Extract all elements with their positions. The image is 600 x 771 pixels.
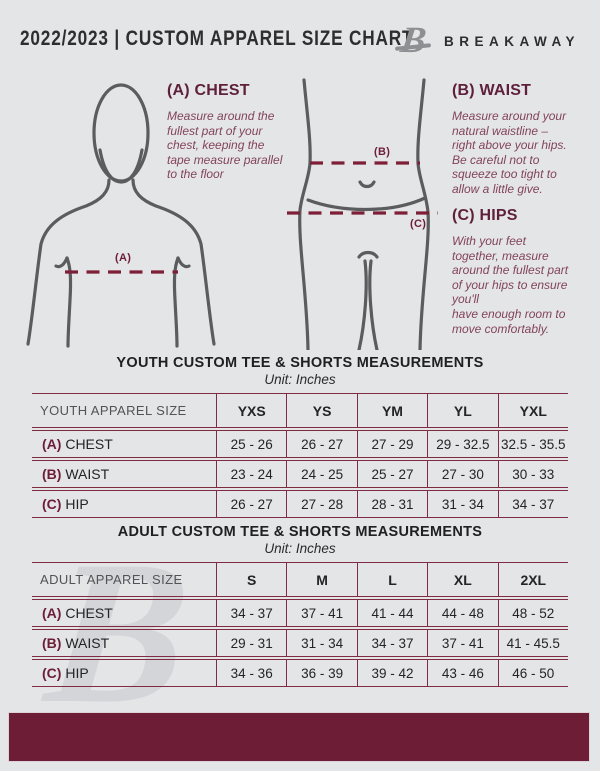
- waist-guide: (B) WAIST Measure around your natural wa…: [452, 82, 584, 197]
- youth-header-row: YOUTH APPAREL SIZE YXS YS YM YL YXL: [32, 393, 568, 428]
- row-label-prefix: (A): [42, 605, 62, 621]
- waist-description: Measure around your natural waistline – …: [452, 109, 567, 196]
- size-cell: 34 - 37: [356, 629, 428, 657]
- row-label: (C) HIP: [32, 659, 216, 687]
- lower-body-figure: [287, 78, 438, 350]
- hips-guide: (C) HIPS With your feet together, measur…: [452, 207, 584, 336]
- waist-heading: (B) WAIST: [452, 82, 532, 99]
- size-header: L: [356, 562, 428, 597]
- chest-heading: (A) CHEST: [167, 82, 250, 99]
- table-row: (B) WAIST 23 - 24 24 - 25 25 - 27 27 - 3…: [32, 460, 568, 488]
- adult-table-title: ADULT CUSTOM TEE & SHORTS MEASUREMENTS: [117, 524, 483, 540]
- adult-size-table: ADULT APPAREL SIZE S M L XL 2XL (A) CHES…: [32, 560, 568, 689]
- footer-bar: [8, 712, 590, 762]
- hips-heading: (C) HIPS: [452, 207, 518, 224]
- row-label-prefix: (A): [42, 436, 62, 452]
- waist-marker-label: (B): [374, 146, 391, 158]
- youth-size-table: YOUTH APPAREL SIZE YXS YS YM YL YXL (A) …: [32, 391, 568, 520]
- chest-description: Measure around the fullest part of your …: [167, 109, 283, 182]
- size-cell: 34 - 37: [216, 599, 287, 627]
- size-cell: 24 - 25: [286, 460, 357, 488]
- row-label: (A) CHEST: [32, 599, 216, 627]
- size-header: M: [286, 562, 357, 597]
- youth-label-header: YOUTH APPAREL SIZE: [32, 393, 216, 428]
- size-cell: 28 - 31: [356, 490, 428, 518]
- size-cell: 34 - 37: [497, 490, 568, 518]
- brand-name: BREAKAWAY: [443, 33, 580, 49]
- table-row: (C) HIP 34 - 36 36 - 39 39 - 42 43 - 46 …: [32, 659, 568, 687]
- size-header: YM: [356, 393, 428, 428]
- size-cell: 48 - 52: [497, 599, 568, 627]
- page-title: 2022/2023 | CUSTOM APPAREL SIZE CHART: [20, 27, 414, 50]
- row-label-text: WAIST: [65, 466, 110, 482]
- row-label: (B) WAIST: [32, 460, 216, 488]
- chest-guide: (A) CHEST Measure around the fullest par…: [167, 82, 299, 182]
- size-header: XL: [427, 562, 498, 597]
- size-cell: 31 - 34: [286, 629, 357, 657]
- youth-table-subtitle: Unit: Inches: [264, 372, 336, 387]
- row-label-prefix: (B): [42, 466, 62, 482]
- size-cell: 30 - 33: [497, 460, 568, 488]
- breakaway-logo-icon: B: [394, 20, 433, 61]
- size-cell: 43 - 46: [427, 659, 498, 687]
- size-cell: 36 - 39: [286, 659, 357, 687]
- size-cell: 29 - 31: [216, 629, 287, 657]
- table-row: (C) HIP 26 - 27 27 - 28 28 - 31 31 - 34 …: [32, 490, 568, 518]
- size-cell: 23 - 24: [216, 460, 287, 488]
- size-header: YL: [427, 393, 498, 428]
- size-cell: 26 - 27: [216, 490, 287, 518]
- size-cell: 41 - 45.5: [497, 629, 568, 657]
- size-cell: 46 - 50: [497, 659, 568, 687]
- row-label-prefix: (C): [42, 665, 62, 681]
- size-cell: 44 - 48: [427, 599, 498, 627]
- size-cell: 27 - 28: [286, 490, 357, 518]
- adult-header-row: ADULT APPAREL SIZE S M L XL 2XL: [32, 562, 568, 597]
- row-label: (C) HIP: [32, 490, 216, 518]
- row-label-prefix: (B): [42, 635, 62, 651]
- size-cell: 39 - 42: [356, 659, 428, 687]
- size-cell: 27 - 29: [356, 430, 428, 458]
- size-cell: 26 - 27: [286, 430, 357, 458]
- row-label: (A) CHEST: [32, 430, 216, 458]
- hips-description: With your feet together, measure around …: [452, 234, 569, 336]
- size-cell: 27 - 30: [427, 460, 498, 488]
- size-header: YXS: [216, 393, 287, 428]
- size-header: YS: [286, 393, 357, 428]
- size-cell: 37 - 41: [427, 629, 498, 657]
- row-label-text: HIP: [65, 496, 89, 512]
- adult-label-header: ADULT APPAREL SIZE: [32, 562, 216, 597]
- row-label-text: CHEST: [65, 605, 113, 621]
- row-label-text: WAIST: [65, 635, 110, 651]
- row-label-text: HIP: [65, 665, 89, 681]
- row-label: (B) WAIST: [32, 629, 216, 657]
- size-header: YXL: [497, 393, 568, 428]
- size-cell: 25 - 27: [356, 460, 428, 488]
- size-cell: 25 - 26: [216, 430, 287, 458]
- upper-body-figure: [26, 83, 216, 348]
- table-row: (A) CHEST 25 - 26 26 - 27 27 - 29 29 - 3…: [32, 430, 568, 458]
- size-cell: 32.5 - 35.5: [497, 430, 568, 458]
- size-header: S: [216, 562, 287, 597]
- size-cell: 37 - 41: [286, 599, 357, 627]
- row-label-prefix: (C): [42, 496, 62, 512]
- brand-logo: B BREAKAWAY: [394, 20, 580, 61]
- size-cell: 31 - 34: [427, 490, 498, 518]
- adult-table-subtitle: Unit: Inches: [264, 541, 336, 556]
- size-cell: 41 - 44: [356, 599, 428, 627]
- size-cell: 29 - 32.5: [427, 430, 498, 458]
- table-row: (A) CHEST 34 - 37 37 - 41 41 - 44 44 - 4…: [32, 599, 568, 627]
- size-header: 2XL: [497, 562, 568, 597]
- row-label-text: CHEST: [65, 436, 113, 452]
- size-cell: 34 - 36: [216, 659, 287, 687]
- hips-marker-label: (C): [410, 218, 427, 230]
- youth-table-title: YOUTH CUSTOM TEE & SHORTS MEASUREMENTS: [116, 355, 484, 371]
- chest-marker-label: (A): [115, 252, 132, 264]
- table-row: (B) WAIST 29 - 31 31 - 34 34 - 37 37 - 4…: [32, 629, 568, 657]
